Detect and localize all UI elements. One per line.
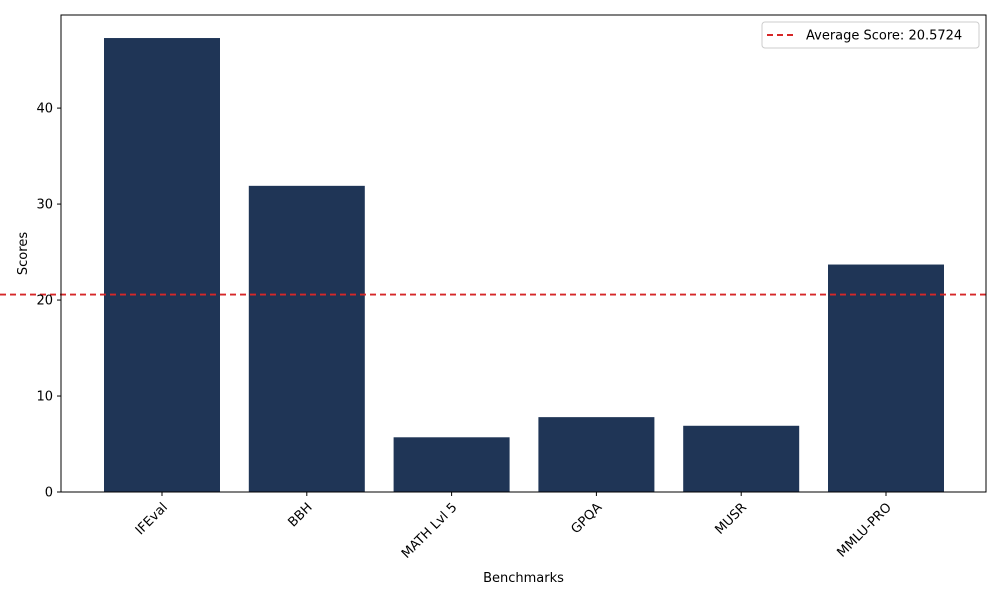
y-tick-label-40: 40 xyxy=(36,102,53,117)
bar-ifeval xyxy=(104,38,220,492)
bar-bbh xyxy=(248,185,365,492)
bar-mmlu-pro xyxy=(828,264,944,492)
x-tick-label-gpqa: GPQA xyxy=(568,500,605,537)
x-axis-title: Benchmarks xyxy=(483,571,564,586)
bars-layer xyxy=(104,38,944,492)
x-tick-label-math-lvl-5: MATH Lvl 5 xyxy=(399,500,460,561)
legend-average-label: Average Score: 20.5724 xyxy=(806,29,962,44)
y-tick-label-0: 0 xyxy=(45,486,53,501)
y-axis: 0 10 20 30 40 xyxy=(36,102,61,501)
plot-frame xyxy=(60,14,987,493)
bar-math-lvl-5 xyxy=(393,437,510,492)
x-axis: IFEval BBH MATH Lvl 5 GPQA MUSR MMLU-PRO xyxy=(133,492,895,562)
x-tick-label-bbh: BBH xyxy=(285,500,315,530)
bar-musr xyxy=(683,425,800,492)
x-tick-label-musr: MUSR xyxy=(713,500,750,537)
legend-box xyxy=(761,21,980,49)
y-tick-label-20: 20 xyxy=(36,294,53,309)
x-tick-label-mmlu-pro: MMLU-PRO xyxy=(834,500,894,560)
x-tick-label-ifeval: IFEval xyxy=(133,500,171,538)
legend: Average Score: 20.5724 xyxy=(761,21,980,49)
y-axis-title: Scores xyxy=(16,232,31,275)
y-tick-label-30: 30 xyxy=(36,198,53,213)
y-tick-label-10: 10 xyxy=(36,390,53,405)
bar-gpqa xyxy=(538,417,655,492)
